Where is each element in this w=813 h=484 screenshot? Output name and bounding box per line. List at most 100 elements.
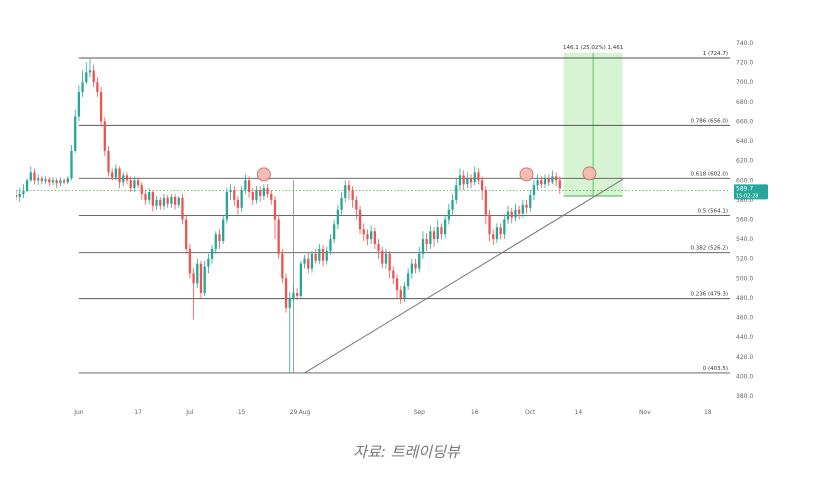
- candle-body: [488, 214, 491, 235]
- y-tick-label: 500.0: [736, 275, 753, 282]
- candle-body: [59, 180, 62, 184]
- candle-body: [144, 194, 147, 200]
- price-tag-time: 15:02:28: [736, 193, 758, 199]
- candle-body: [177, 197, 180, 205]
- candle-body: [196, 263, 199, 284]
- x-tick-label: Jun: [73, 409, 84, 416]
- candle-body: [321, 248, 325, 261]
- fib-label: 0.618 (602.0): [690, 171, 728, 177]
- candle-body: [37, 178, 40, 181]
- candle-body: [514, 209, 517, 218]
- candle-body: [440, 227, 443, 235]
- candle-body: [432, 231, 436, 240]
- candle-body: [203, 266, 206, 294]
- candle-body: [292, 293, 295, 298]
- candle-body: [25, 180, 29, 192]
- candle-body: [155, 199, 158, 206]
- candle-body: [140, 185, 143, 195]
- candle-body: [340, 197, 343, 210]
- y-tick-label: 640.0: [736, 138, 753, 145]
- candle-body: [62, 180, 66, 183]
- fib-label: 1 (724.7): [703, 51, 728, 57]
- candle-body: [370, 231, 373, 240]
- y-tick-label: 580.0: [736, 197, 753, 204]
- candle-body: [510, 211, 513, 218]
- candle-body: [166, 197, 169, 204]
- x-tick-label: Jul: [185, 409, 194, 416]
- candle-body: [303, 258, 306, 264]
- y-tick-label: 400.0: [736, 373, 753, 380]
- candle-body: [92, 70, 95, 83]
- candle-body: [406, 273, 410, 287]
- candle-body: [373, 231, 376, 245]
- candle-body: [532, 185, 536, 195]
- candle-body: [484, 190, 487, 215]
- candle-body: [81, 82, 84, 93]
- fib-label: 0.382 (526.2): [690, 246, 728, 252]
- candle-body: [44, 179, 47, 182]
- candle-body: [148, 192, 151, 200]
- candle-body: [188, 248, 192, 274]
- candle-body: [506, 211, 510, 220]
- candle-body: [262, 188, 266, 196]
- chart-area: 146.1 (25.02%) 1,461 1 (724.7) 0.786 (656.…: [16, 36, 772, 418]
- candle-body: [273, 199, 277, 220]
- candle-body: [281, 253, 284, 279]
- x-tick-label: 14: [575, 409, 583, 416]
- candle-body: [403, 286, 406, 298]
- candle-body: [381, 250, 384, 264]
- candle-body: [473, 172, 476, 183]
- candle-body: [558, 180, 561, 189]
- candle-body: [466, 178, 469, 185]
- candle-body: [88, 70, 92, 73]
- candle-body: [247, 180, 251, 193]
- candle-body: [310, 253, 314, 269]
- candle-body: [255, 190, 258, 200]
- candle-body: [536, 180, 539, 186]
- candle-body: [540, 180, 543, 185]
- candle-body: [107, 150, 110, 173]
- y-tick-label: 560.0: [736, 217, 753, 224]
- candle-body: [77, 92, 81, 117]
- fib-label: 0 (403.5): [703, 366, 728, 372]
- x-tick-label: Aug: [299, 409, 311, 416]
- candle-body: [266, 188, 269, 195]
- candle-body: [277, 219, 280, 254]
- candle-body: [554, 176, 558, 181]
- candle-body: [122, 175, 125, 183]
- candle-body: [51, 180, 55, 183]
- y-tick-label: 620.0: [736, 158, 753, 165]
- candle-body: [366, 234, 369, 240]
- candle-body: [22, 191, 25, 195]
- candle-body: [192, 273, 195, 284]
- candle-body: [377, 244, 380, 251]
- candle-body: [451, 199, 454, 210]
- trendline: [304, 178, 623, 374]
- x-tick-label: 15: [238, 409, 246, 416]
- highlight-circle: [519, 167, 534, 182]
- candle-body: [399, 290, 402, 298]
- price-chart: 146.1 (25.02%) 1,461 1 (724.7) 0.786 (656.…: [16, 36, 768, 416]
- y-tick-label: 380.0: [736, 393, 753, 400]
- x-tick-label: 17: [134, 409, 142, 416]
- candle-body: [96, 82, 99, 93]
- candle-body: [495, 227, 499, 240]
- candle-body: [421, 239, 425, 254]
- candle-body: [410, 263, 413, 274]
- candle-body: [455, 185, 458, 200]
- plot-background: [16, 36, 730, 406]
- candle-body: [233, 190, 236, 200]
- candle-body: [259, 190, 262, 196]
- y-tick-label: 700.0: [736, 79, 753, 86]
- y-tick-label: 680.0: [736, 99, 753, 106]
- candle-body: [111, 172, 114, 178]
- candle-body: [418, 253, 421, 269]
- candle-body: [358, 209, 362, 230]
- highlight-circle: [256, 167, 271, 182]
- candle-body: [329, 239, 332, 251]
- candle-body: [244, 180, 247, 191]
- fib-label: 0.236 (479.3): [690, 292, 728, 298]
- candle-body: [517, 209, 521, 214]
- x-tick-label: 29: [290, 409, 298, 416]
- candle-body: [29, 172, 32, 181]
